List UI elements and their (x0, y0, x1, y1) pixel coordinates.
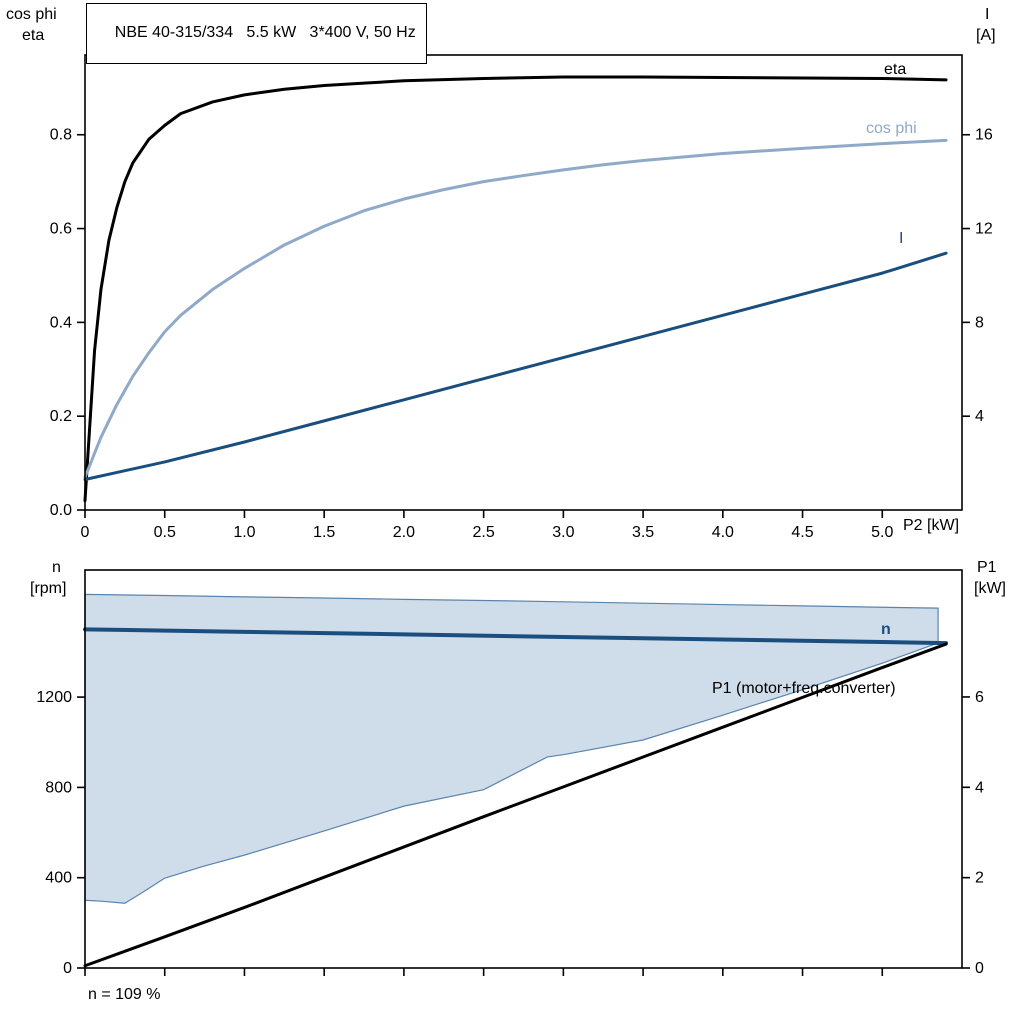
tick-label: 8 (975, 314, 984, 331)
p1-curve-label: P1 (motor+freq.converter) (712, 680, 896, 697)
current-curve-label: I (899, 230, 904, 247)
n-curve-label: n (881, 621, 891, 638)
tick-label: 2.0 (393, 524, 415, 541)
tick-label: 0 (975, 960, 984, 977)
tick-label: 4.5 (791, 524, 813, 541)
tick-label: 0.6 (50, 221, 72, 238)
tick-label: 1200 (36, 689, 72, 706)
eta-curve-label: eta (884, 61, 907, 78)
tick-label: 1.5 (313, 524, 335, 541)
tick-label: 6 (975, 689, 984, 706)
bottom-left-axis-unit-rpm: [rpm] (30, 580, 67, 597)
cos-phi-curve-label: cos phi (866, 120, 917, 137)
tick-label: 0.0 (50, 502, 72, 519)
tick-label: 4 (975, 408, 984, 425)
tick-label: 400 (45, 870, 72, 887)
p1-curve (83, 642, 948, 968)
tick-label: 2.5 (473, 524, 495, 541)
right-axis-unit-ampere: [A] (976, 27, 996, 44)
tick-label: 12 (975, 221, 993, 238)
tick-label: 0 (63, 960, 72, 977)
plot-frame (84, 54, 963, 511)
tick-label: 0.8 (50, 127, 72, 144)
left-axis-title-eta: eta (22, 27, 45, 44)
bottom-left-axis-title-n: n (52, 559, 61, 576)
current-curve (83, 251, 948, 482)
eta-curve (83, 75, 948, 503)
tick-label: 4 (975, 779, 984, 796)
speed-percentage-note: n = 109 % (88, 986, 161, 1003)
tick-label: 0 (81, 524, 90, 541)
bottom-right-axis-title-p1: P1 (977, 559, 997, 576)
x-axis-title: P2 [kW] (903, 517, 960, 534)
speed-range-band (84, 593, 939, 904)
tick-label: 1.0 (233, 524, 255, 541)
tick-label: 5.0 (871, 524, 893, 541)
bottom-right-axis-unit-kw: [kW] (974, 580, 1006, 597)
tick-label: 4.0 (712, 524, 734, 541)
tick-label: 3.5 (632, 524, 654, 541)
tick-label: 3.0 (552, 524, 574, 541)
tick-label: 0.5 (154, 524, 176, 541)
tick-label: 0.4 (50, 314, 72, 331)
tick-label: 800 (45, 779, 72, 796)
tick-label: 16 (975, 127, 993, 144)
cos-phi-curve (83, 138, 948, 479)
chart-title-box: NBE 40-315/334 5.5 kW 3*400 V, 50 Hz (86, 3, 427, 64)
right-axis-title-current: I (985, 6, 990, 23)
left-axis-title-cosphi: cos phi (6, 6, 57, 23)
tick-label: 2 (975, 870, 984, 887)
tick-label: 0.2 (50, 408, 72, 425)
n-curve (83, 627, 949, 646)
chart-title: NBE 40-315/334 5.5 kW 3*400 V, 50 Hz (114, 24, 416, 41)
plot-frame (84, 569, 963, 969)
